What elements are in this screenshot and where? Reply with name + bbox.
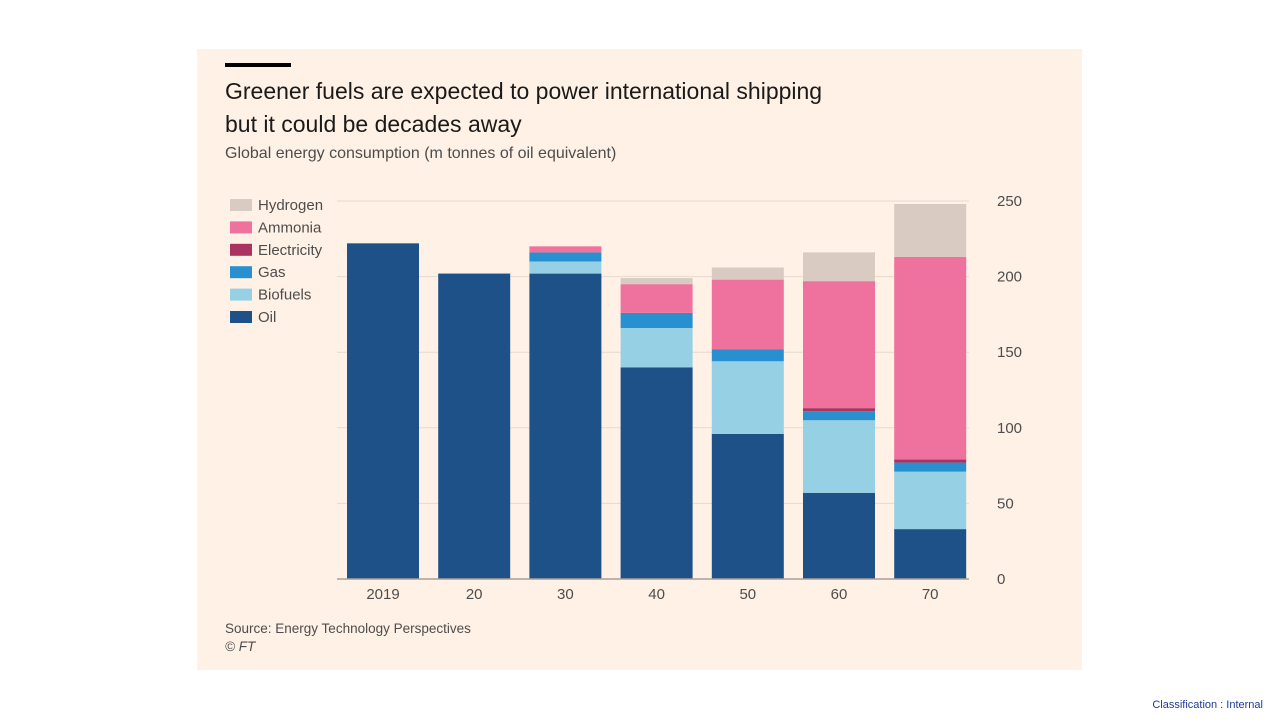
bar-segment-gas [620, 312, 693, 329]
bar-segment-biofuels [620, 328, 693, 368]
chart-title: Greener fuels are expected to power inte… [225, 75, 925, 141]
bar-segment-oil [438, 273, 511, 579]
legend-label-gas: Gas [258, 264, 286, 281]
y-tick-label: 250 [997, 193, 1022, 210]
bar-segment-hydrogen [894, 204, 967, 257]
bar-segment-electricity [803, 408, 875, 412]
chart-card: Greener fuels are expected to power inte… [197, 49, 1082, 670]
x-tick-label: 60 [831, 586, 848, 603]
bar-segment-ammonia [803, 281, 875, 409]
bar-segment-gas [894, 462, 967, 472]
y-tick-label: 200 [997, 269, 1022, 286]
legend-swatch-oil [230, 311, 252, 323]
bar-segment-gas [803, 411, 875, 421]
chart-subtitle: Global energy consumption (m tonnes of o… [225, 145, 617, 162]
bar-segment-electricity [894, 459, 967, 463]
title-accent-bar [225, 63, 291, 67]
y-tick-label: 50 [997, 495, 1014, 512]
bar-segment-oil [347, 243, 419, 579]
legend-swatch-gas [230, 266, 252, 279]
legend-label-oil: Oil [258, 309, 276, 326]
legend-label-hydrogen: Hydrogen [258, 197, 323, 214]
legend-label-ammonia: Ammonia [258, 219, 322, 236]
bar-segment-biofuels [803, 420, 875, 493]
bar-segment-gas [711, 349, 784, 362]
y-tick-label: 150 [997, 344, 1022, 361]
x-tick-label: 30 [557, 586, 574, 603]
y-tick-label: 100 [997, 420, 1022, 437]
bar-segment-ammonia [711, 279, 784, 350]
bar-segment-oil [894, 529, 967, 579]
source-note: Source: Energy Technology Perspectives ©… [225, 620, 471, 656]
x-tick-label: 2019 [366, 586, 399, 603]
x-tick-label: 70 [922, 586, 939, 603]
bar-segment-hydrogen [711, 267, 784, 280]
bar-segment-biofuels [711, 361, 784, 434]
legend-swatch-biofuels [230, 288, 252, 301]
x-tick-label: 20 [466, 586, 483, 603]
bar-segment-oil [803, 492, 875, 579]
y-tick-label: 0 [997, 571, 1005, 588]
legend-swatch-electricity [230, 243, 252, 256]
chart-title-line-2: but it could be decades away [225, 111, 522, 137]
legend-swatch-ammonia [230, 221, 252, 234]
copyright-text: © FT [225, 639, 256, 654]
x-tick-label: 40 [648, 586, 665, 603]
x-tick-label: 50 [739, 586, 756, 603]
classification-label: Classification : Internal [1152, 699, 1263, 711]
bar-segment-biofuels [894, 471, 967, 530]
bar-segment-gas [529, 252, 602, 262]
source-text: Source: Energy Technology Perspectives [225, 621, 471, 636]
bar-segment-ammonia [529, 246, 602, 253]
stacked-bar-chart: 0 50 100 150 200 250 2019 20 30 40 50 60 70 Hydrogen A… [230, 193, 1022, 603]
legend-label-electricity: Electricity [258, 242, 323, 259]
bar-segment-ammonia [894, 256, 967, 460]
bar-segment-oil [529, 273, 602, 579]
bar-segment-hydrogen [620, 278, 693, 285]
legend-swatch-hydrogen [230, 199, 252, 211]
bar-segment-biofuels [529, 261, 602, 274]
bar-segment-oil [620, 367, 693, 579]
bar-segment-ammonia [620, 284, 693, 313]
chart-title-line-1: Greener fuels are expected to power inte… [225, 78, 823, 104]
legend-label-biofuels: Biofuels [258, 287, 311, 304]
bar-segment-hydrogen [803, 252, 875, 282]
bar-segment-oil [711, 433, 784, 579]
